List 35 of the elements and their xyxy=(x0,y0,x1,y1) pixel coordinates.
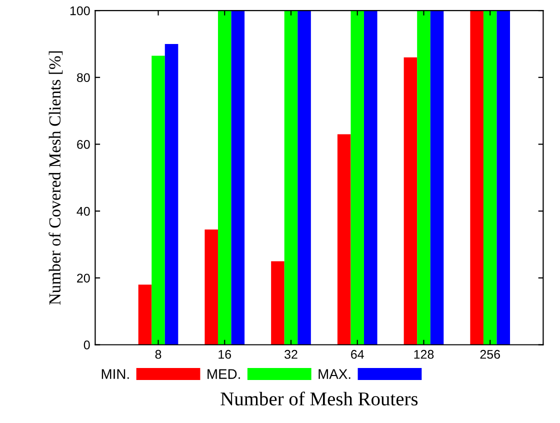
x-tick-label: 32 xyxy=(284,350,298,359)
bar xyxy=(164,44,178,345)
bar xyxy=(496,10,510,345)
x-tick-label: 8 xyxy=(155,350,162,359)
x-tick-label: 64 xyxy=(351,350,364,359)
bar xyxy=(470,10,484,345)
x-tick-label: 256 xyxy=(480,350,500,359)
y-tick-label: 40 xyxy=(76,206,90,216)
legend-label: MED. xyxy=(208,369,240,379)
x-tick-label: 128 xyxy=(414,350,434,359)
y-axis-title: Number of Covered Mesh Clients [%] xyxy=(48,51,63,305)
bar xyxy=(417,10,430,345)
bar xyxy=(231,10,245,345)
bar xyxy=(284,10,298,345)
bar xyxy=(218,10,232,345)
bar xyxy=(404,57,418,345)
legend-label: MIN. xyxy=(102,369,129,379)
legend-label: MAX. xyxy=(318,369,350,379)
bar xyxy=(483,10,497,345)
x-tick-label: 16 xyxy=(218,350,232,359)
bar xyxy=(298,10,311,345)
x-axis-title: Number of Mesh Routers xyxy=(220,392,418,406)
y-tick-label: 0 xyxy=(84,340,90,350)
bar xyxy=(430,10,444,345)
bar xyxy=(337,134,351,345)
bar xyxy=(152,56,165,345)
y-tick-label: 60 xyxy=(77,140,90,149)
y-tick-label: 20 xyxy=(77,274,90,283)
bar xyxy=(350,10,364,345)
y-tick-label: 80 xyxy=(76,73,90,82)
bar xyxy=(204,229,218,345)
y-tick-label: 100 xyxy=(70,6,90,16)
bar xyxy=(364,10,378,345)
bar xyxy=(138,284,152,345)
bar xyxy=(271,261,284,345)
